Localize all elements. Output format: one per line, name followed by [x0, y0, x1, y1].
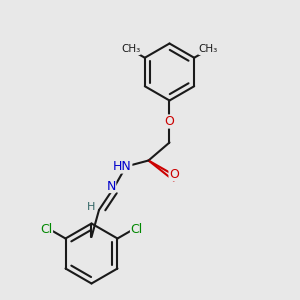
Text: Cl: Cl [40, 223, 52, 236]
Text: O: O [169, 167, 179, 181]
Text: CH₃: CH₃ [199, 44, 218, 55]
Text: HN: HN [113, 160, 132, 173]
Text: O: O [165, 115, 174, 128]
Text: H: H [87, 202, 96, 212]
Text: CH₃: CH₃ [121, 44, 140, 55]
Text: Cl: Cl [130, 223, 143, 236]
Text: N: N [106, 179, 116, 193]
